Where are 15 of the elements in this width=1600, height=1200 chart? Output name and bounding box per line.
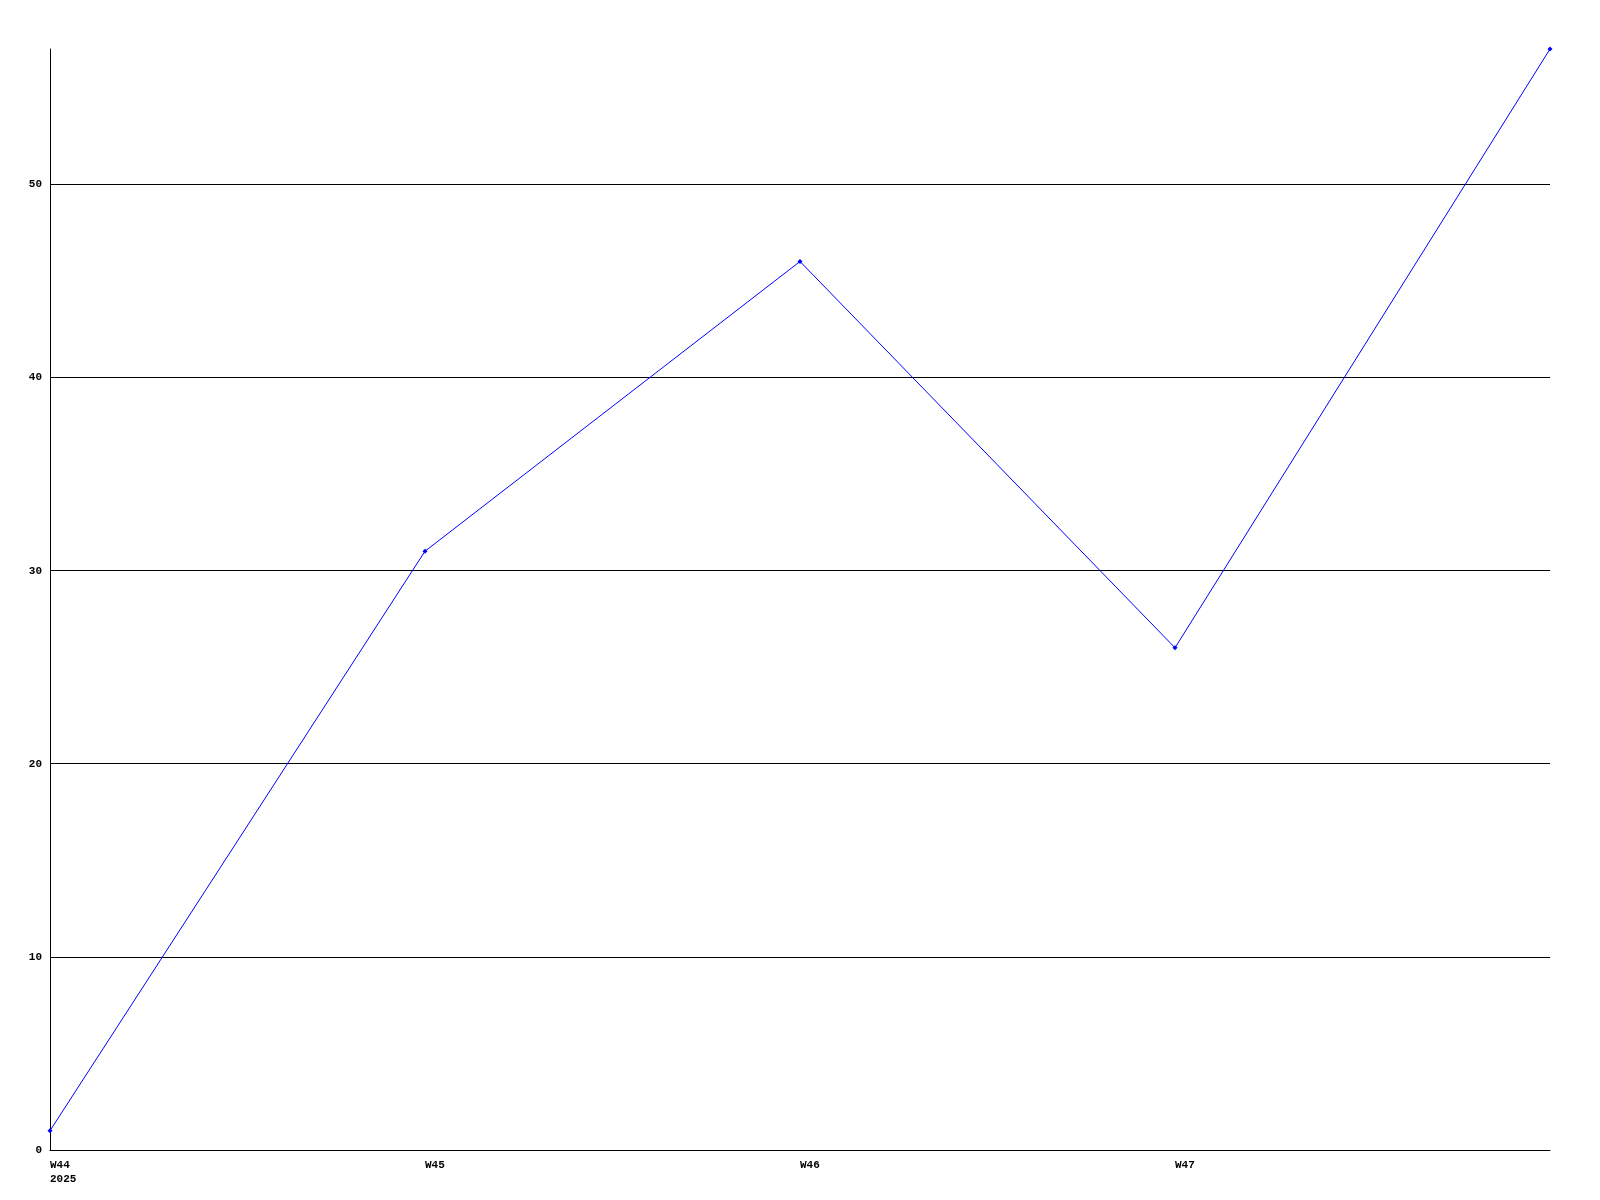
x-tick-label: W44 2025 (50, 1159, 77, 1185)
point (797, 258, 803, 264)
x-tick-label: W47 (1175, 1159, 1195, 1171)
y-tick-label: 20 (28, 757, 42, 770)
y-tick-label: 30 (28, 564, 42, 577)
x-tick-label: W46 (800, 1159, 820, 1171)
y-tick-label: 40 (28, 371, 42, 384)
point (1172, 645, 1178, 651)
y-tick-label: 0 (35, 1144, 42, 1156)
point (47, 1128, 53, 1134)
y-tick-label: 50 (28, 178, 42, 191)
y-tick-label: 10 (28, 950, 42, 963)
point (1547, 46, 1553, 52)
point (422, 548, 428, 554)
x-tick-label: W45 (425, 1159, 446, 1171)
